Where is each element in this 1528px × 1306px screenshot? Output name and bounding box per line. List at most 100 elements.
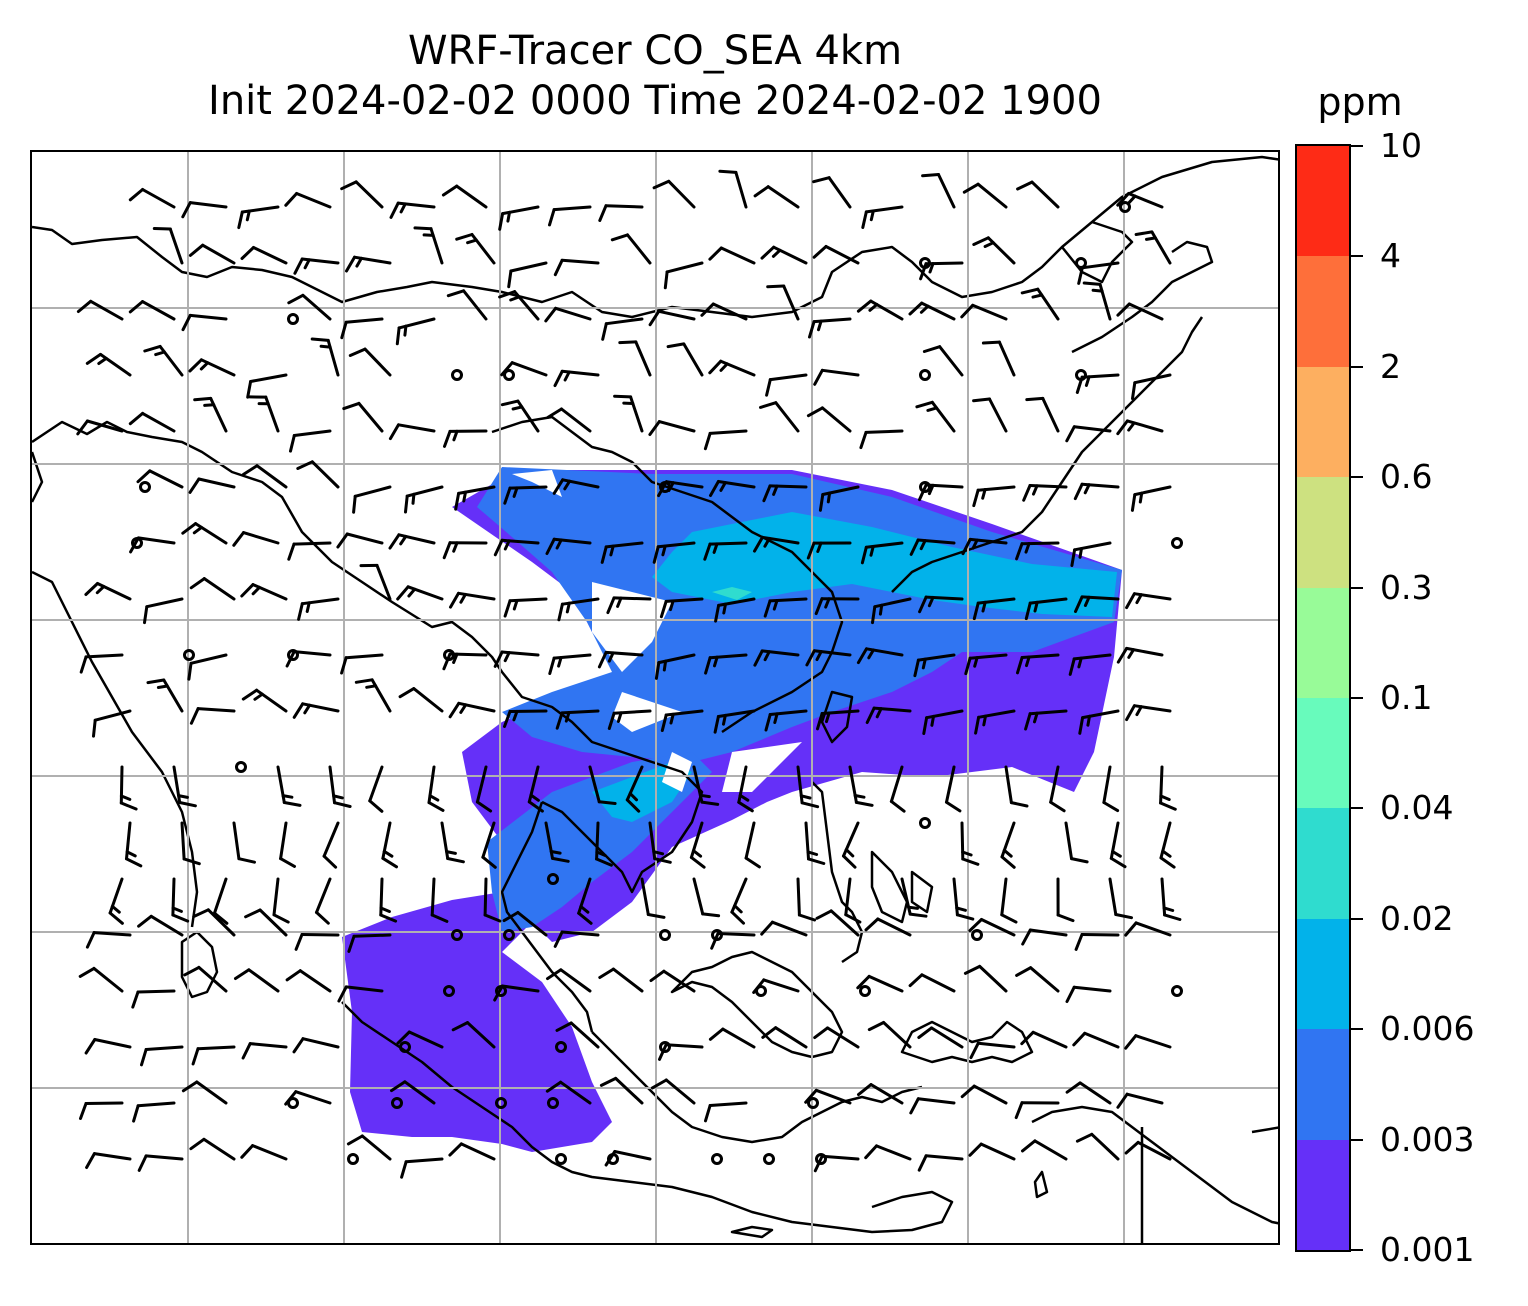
barb-flag <box>237 210 244 230</box>
calm-circle <box>1171 537 1183 549</box>
barb-flag <box>945 800 962 813</box>
barb-flag <box>272 913 290 924</box>
barb-flag <box>340 180 358 191</box>
wind-barb <box>718 169 748 209</box>
wind-barb <box>352 485 392 514</box>
barb-flag <box>764 713 772 732</box>
barb-shaft <box>664 1078 696 1105</box>
barb-flag <box>192 908 210 918</box>
barb-flag <box>1031 293 1044 299</box>
wind-barb <box>241 688 288 713</box>
barb-shaft <box>824 245 860 265</box>
barb-flag <box>156 684 169 689</box>
barb-flag <box>930 714 935 727</box>
colorbar-tick-label: 0.3 <box>1380 567 1433 607</box>
barb-shaft <box>604 204 644 209</box>
wind-calm-marker <box>859 985 871 997</box>
barb-shaft <box>820 406 852 433</box>
barb-flag <box>817 319 823 332</box>
wind-barb <box>188 358 236 377</box>
wind-barb <box>85 931 132 949</box>
wind-barb <box>760 920 808 937</box>
barb-flag <box>1014 1101 1024 1120</box>
wind-barb <box>796 765 820 809</box>
barb-flag <box>506 210 511 223</box>
barb-flag <box>428 794 440 802</box>
barb-shaft <box>988 397 1008 433</box>
colorbar-tick <box>1351 476 1363 479</box>
barb-flag <box>1130 493 1137 512</box>
barb-flag <box>92 718 97 738</box>
wind-barb <box>625 765 644 813</box>
barb-flag <box>1159 856 1176 869</box>
calm-circle <box>235 761 247 773</box>
barb-flag <box>281 794 294 799</box>
wind-calm-marker <box>391 1097 403 1109</box>
wind-barb <box>1070 541 1112 567</box>
barb-flag <box>646 913 666 919</box>
barb-flag <box>503 599 512 618</box>
wind-barb <box>359 563 392 601</box>
barb-flag <box>177 794 189 799</box>
barb-flag <box>125 857 143 868</box>
barb-flag <box>512 599 519 611</box>
wind-calm-marker <box>815 1153 827 1165</box>
wind-barb <box>76 299 124 321</box>
colorbar-tick <box>1351 1138 1363 1141</box>
wind-calm-marker <box>919 481 931 493</box>
wind-barb <box>972 485 1016 508</box>
wind-barb <box>960 303 1008 321</box>
barb-shaft <box>920 973 956 993</box>
wind-barb <box>804 1088 852 1105</box>
barb-shaft <box>1030 180 1060 209</box>
barb-flag <box>860 545 868 565</box>
wind-barb <box>618 340 652 377</box>
barb-shaft <box>93 1038 132 1049</box>
barb-shaft <box>768 373 808 382</box>
barb-shaft <box>462 289 488 321</box>
coastline <box>891 316 1204 593</box>
wind-barb <box>818 485 860 512</box>
wind-barb <box>389 201 436 219</box>
wind-barb <box>1024 709 1068 731</box>
barb-flag <box>815 650 823 662</box>
barb-shaft <box>141 411 176 433</box>
barb-shaft <box>232 821 241 861</box>
wind-barb <box>442 541 488 560</box>
barb-shaft <box>368 765 384 803</box>
barb-flag <box>285 969 302 982</box>
wind-barb <box>1159 821 1176 869</box>
barb-flag <box>1159 801 1177 811</box>
coastline <box>32 155 1278 319</box>
barb-flag <box>960 1084 976 1099</box>
calm-circle <box>919 369 931 381</box>
barb-flag <box>700 302 715 317</box>
barb-shaft <box>89 299 124 321</box>
barb-flag <box>859 430 868 450</box>
barb-flag <box>399 534 408 546</box>
wind-barb <box>908 301 956 321</box>
barb-flag <box>669 599 675 612</box>
barb-flag <box>913 658 920 678</box>
wind-barb <box>663 261 704 290</box>
barb-flag <box>818 493 825 512</box>
wind-barb <box>865 706 912 724</box>
wind-barb <box>193 396 228 433</box>
barb-flag <box>1114 913 1133 920</box>
barb-flag <box>804 1088 818 1104</box>
barb-shaft <box>889 765 904 803</box>
barb-flag <box>1077 266 1084 285</box>
barb-shaft <box>508 485 548 490</box>
colorbar-tick-label: 2 <box>1380 346 1401 386</box>
barb-flag <box>771 248 782 258</box>
wind-barb <box>813 1026 860 1049</box>
barb-shaft <box>197 965 228 993</box>
wind-barb <box>962 182 1008 209</box>
barb-flag <box>1065 425 1076 443</box>
barb-flag <box>79 655 88 674</box>
wind-barb <box>860 541 904 565</box>
wind-barb <box>548 205 592 227</box>
barb-flag <box>352 494 357 514</box>
barb-flag <box>960 303 975 319</box>
barb-shaft <box>1033 1139 1068 1161</box>
